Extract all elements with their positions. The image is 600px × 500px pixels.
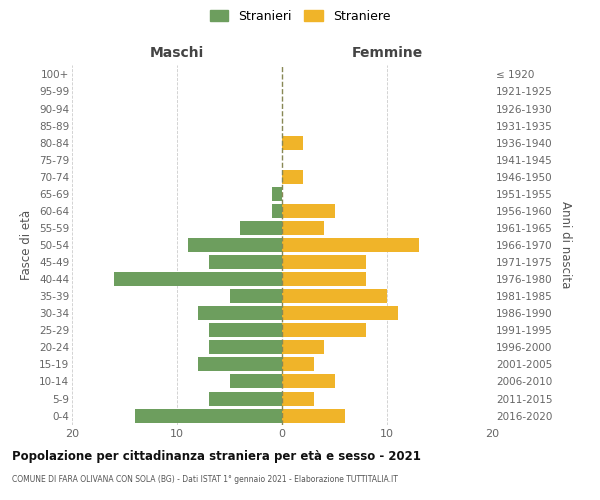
Text: COMUNE DI FARA OLIVANA CON SOLA (BG) - Dati ISTAT 1° gennaio 2021 - Elaborazione: COMUNE DI FARA OLIVANA CON SOLA (BG) - D… bbox=[12, 475, 398, 484]
Bar bbox=[282, 358, 314, 372]
Bar bbox=[282, 170, 303, 183]
Bar bbox=[209, 255, 282, 269]
Bar bbox=[271, 187, 282, 201]
Bar bbox=[240, 221, 282, 235]
Text: Maschi: Maschi bbox=[150, 46, 204, 60]
Bar bbox=[209, 324, 282, 338]
Legend: Stranieri, Straniere: Stranieri, Straniere bbox=[206, 6, 394, 26]
Bar bbox=[282, 272, 366, 286]
Text: Popolazione per cittadinanza straniera per età e sesso - 2021: Popolazione per cittadinanza straniera p… bbox=[12, 450, 421, 463]
Bar bbox=[209, 340, 282, 354]
Bar bbox=[135, 408, 282, 422]
Bar bbox=[282, 221, 324, 235]
Text: Femmine: Femmine bbox=[352, 46, 422, 60]
Bar bbox=[229, 374, 282, 388]
Bar bbox=[282, 324, 366, 338]
Bar bbox=[282, 255, 366, 269]
Bar bbox=[209, 392, 282, 406]
Bar bbox=[282, 204, 335, 218]
Bar bbox=[282, 136, 303, 149]
Y-axis label: Fasce di età: Fasce di età bbox=[20, 210, 34, 280]
Bar bbox=[198, 358, 282, 372]
Bar bbox=[229, 289, 282, 303]
Bar bbox=[282, 340, 324, 354]
Y-axis label: Anni di nascita: Anni di nascita bbox=[559, 202, 572, 288]
Bar bbox=[282, 289, 387, 303]
Bar bbox=[198, 306, 282, 320]
Bar bbox=[282, 392, 314, 406]
Bar bbox=[282, 238, 419, 252]
Bar bbox=[114, 272, 282, 286]
Bar bbox=[282, 408, 345, 422]
Bar bbox=[187, 238, 282, 252]
Bar bbox=[282, 306, 398, 320]
Bar bbox=[282, 374, 335, 388]
Bar bbox=[271, 204, 282, 218]
